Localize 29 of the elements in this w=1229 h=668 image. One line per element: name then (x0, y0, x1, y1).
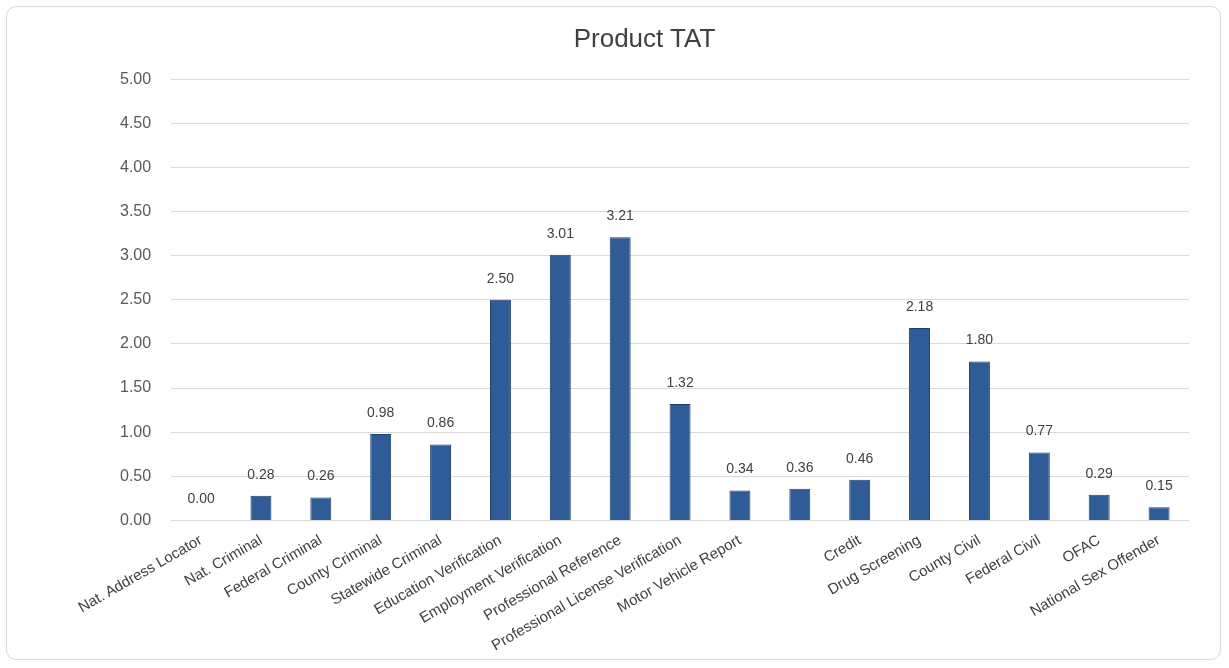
y-tick-label: 0.50 (120, 466, 152, 484)
y-tick-label: 4.50 (120, 113, 152, 131)
data-label: 0.00 (187, 490, 215, 507)
data-label: 3.01 (546, 224, 575, 241)
chart-title: Product TAT (573, 22, 716, 53)
data-label: 0.98 (367, 403, 395, 420)
data-label: 0.26 (307, 467, 335, 484)
data-label: 0.34 (726, 460, 754, 477)
data-label: 0.36 (786, 458, 814, 475)
y-tick-label: 1.00 (120, 422, 152, 440)
data-label: 0.86 (426, 414, 455, 431)
data-label: 0.77 (1025, 422, 1054, 439)
y-tick-label: 1.50 (120, 378, 152, 396)
data-label: 0.28 (247, 465, 275, 482)
data-label: 0.15 (1145, 477, 1173, 494)
y-tick-label: 4.00 (120, 157, 152, 175)
data-label: 0.46 (846, 449, 874, 466)
y-tick-label: 3.50 (120, 201, 152, 219)
y-tick-label: 0.00 (120, 510, 152, 528)
y-tick-label: 3.00 (120, 246, 152, 264)
data-label: 0.29 (1085, 464, 1114, 481)
y-tick-label: 2.50 (120, 290, 152, 308)
y-tick-label: 2.00 (120, 334, 152, 352)
y-tick-label: 5.00 (120, 69, 152, 87)
data-label: 2.50 (486, 269, 515, 286)
data-label: 2.18 (905, 297, 934, 314)
data-label: 1.80 (965, 331, 994, 348)
data-label: 3.21 (606, 207, 635, 224)
data-label: 1.32 (666, 373, 694, 390)
